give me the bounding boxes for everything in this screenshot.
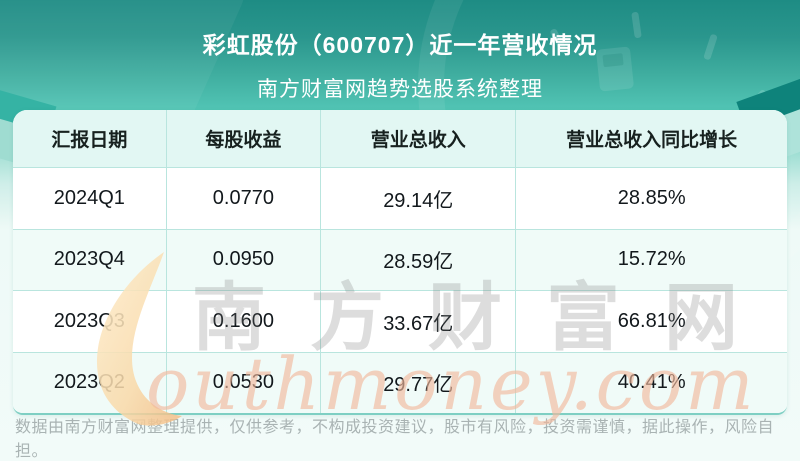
column-header-total-revenue: 营业总收入: [320, 110, 515, 167]
table-row: 2023Q2 0.0530 29.77亿 40.41%: [13, 351, 787, 413]
column-header-eps: 每股收益: [165, 110, 320, 167]
cell-eps: 0.0950: [165, 229, 320, 290]
revenue-table: 汇报日期 每股收益 营业总收入 营业总收入同比增长 2024Q1 0.0770 …: [13, 110, 787, 415]
column-header-yoy-growth: 营业总收入同比增长: [515, 110, 787, 167]
cell-revenue: 29.77亿: [320, 352, 515, 413]
page-title: 彩虹股份（600707）近一年营收情况: [202, 32, 598, 58]
cell-revenue: 29.14亿: [320, 168, 515, 229]
table-row: 2023Q3 0.1600 33.67亿 66.81%: [13, 290, 787, 352]
cell-revenue: 33.67亿: [320, 291, 515, 352]
cell-period: 2023Q4: [53, 248, 125, 271]
header-banner: 彩虹股份（600707）近一年营收情况 南方财富网趋势选股系统整理: [0, 0, 800, 103]
table-header-row: 汇报日期 每股收益 营业总收入 营业总收入同比增长: [13, 110, 787, 167]
cell-yoy: 40.41%: [515, 352, 787, 413]
cell-eps: 0.0530: [165, 352, 320, 413]
cell-period: 2023Q2: [53, 371, 125, 394]
cell-yoy: 66.81%: [515, 291, 787, 352]
cell-eps: 0.1600: [165, 291, 320, 352]
page-subtitle: 南方财富网趋势选股系统整理: [257, 78, 543, 101]
cell-yoy: 28.85%: [515, 168, 787, 229]
cell-revenue: 28.59亿: [320, 229, 515, 290]
table-row: 2023Q4 0.0950 28.59亿 15.72%: [13, 228, 787, 290]
column-header-report-date: 汇报日期: [51, 130, 128, 151]
disclaimer-text: 数据由南方财富网整理提供，仅供参考，不构成投资建议，股市有风险，投资需谨慎，据此…: [15, 418, 775, 460]
table-row: 2024Q1 0.0770 29.14亿 28.85%: [13, 167, 787, 229]
cell-period: 2023Q3: [53, 309, 125, 332]
footer-bar: 数据由南方财富网整理提供，仅供参考，不构成投资建议，股市有风险，投资需谨慎，据此…: [0, 413, 800, 460]
cell-eps: 0.0770: [165, 168, 320, 229]
cell-period: 2024Q1: [53, 186, 125, 209]
cell-yoy: 15.72%: [515, 229, 787, 290]
